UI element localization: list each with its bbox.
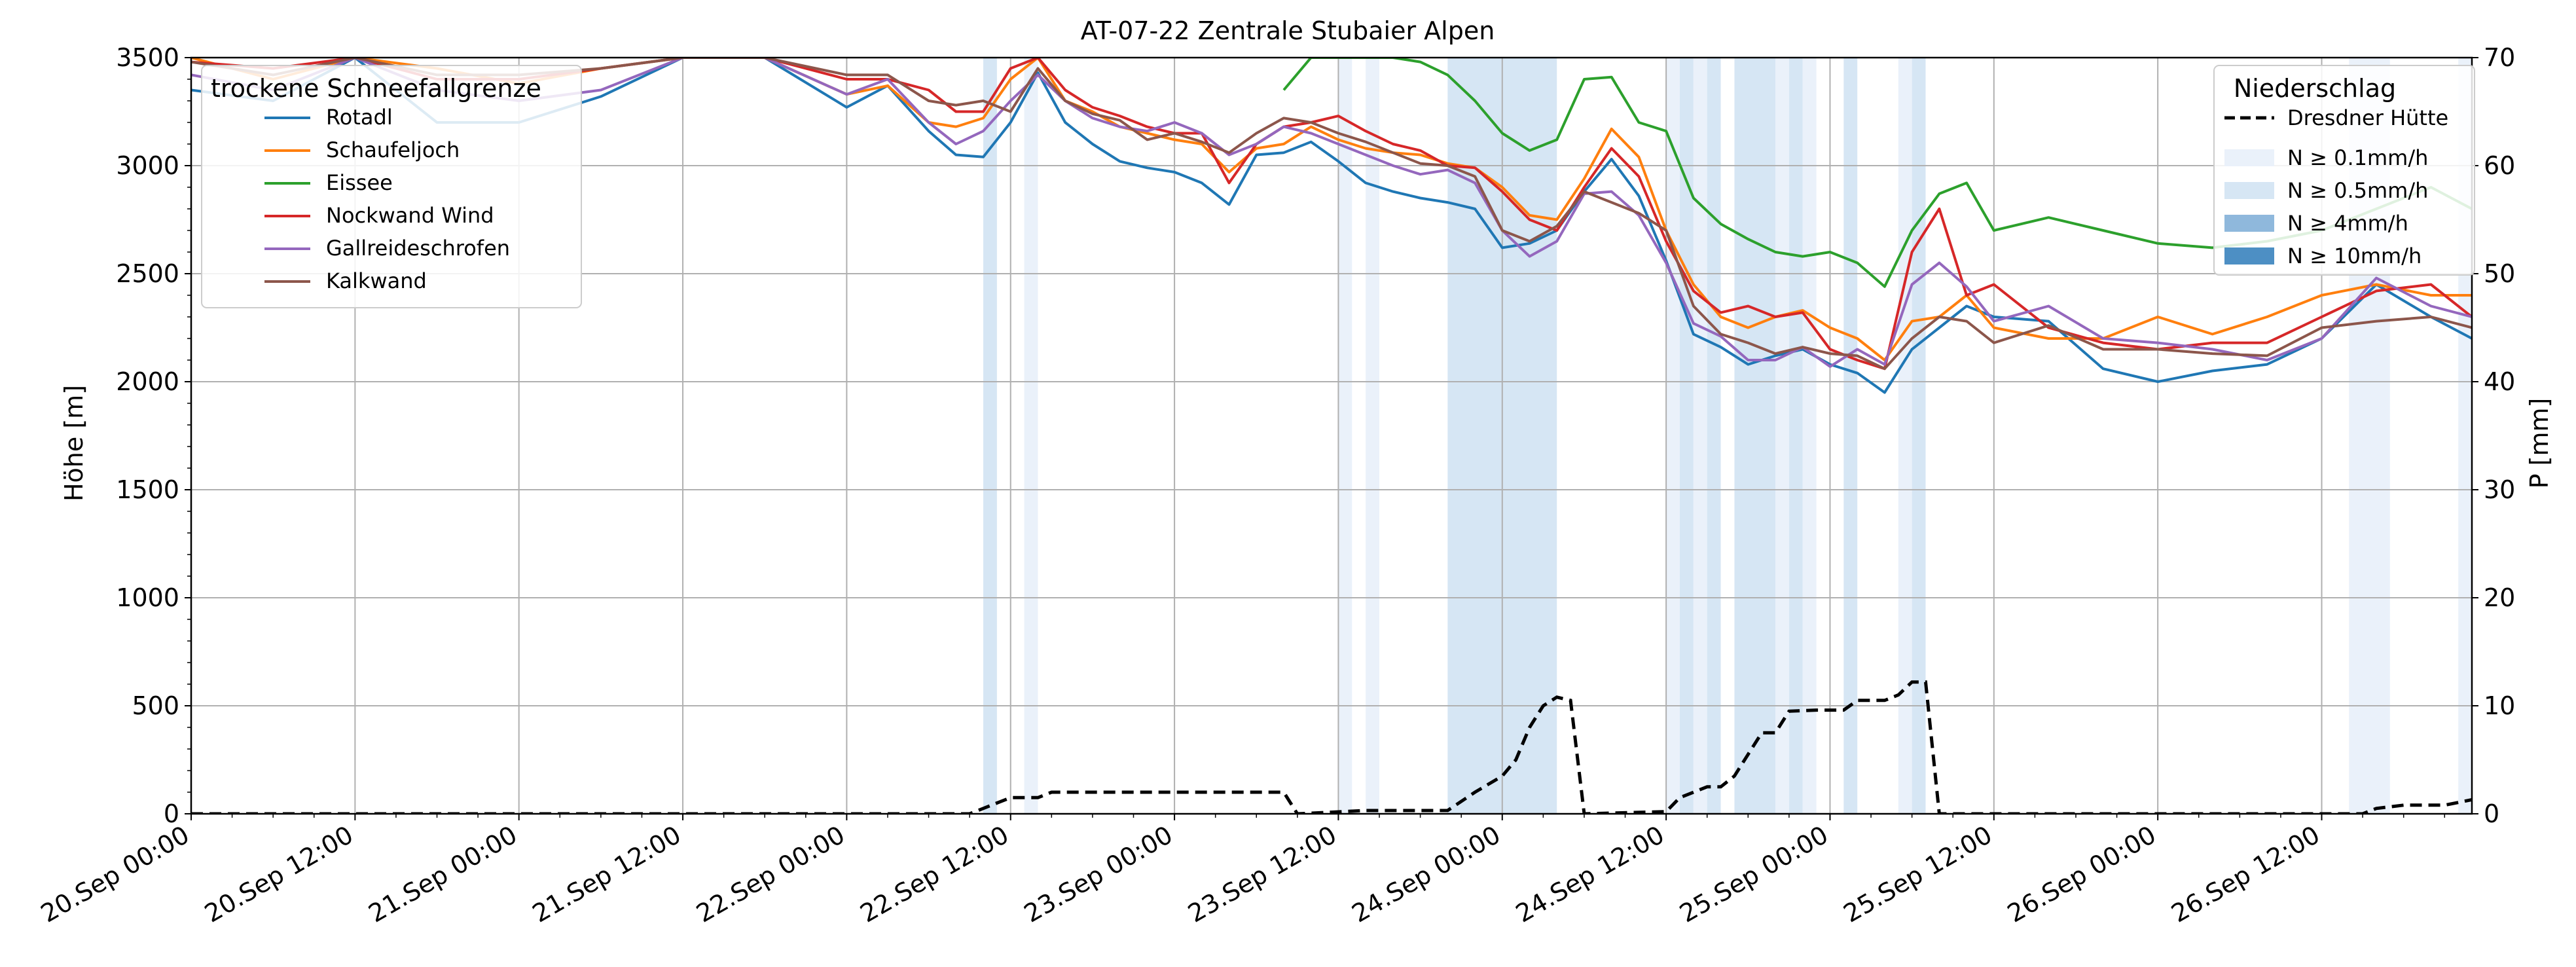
legend-snowfall-entries: Rotadl Schaufeljoch Eissee Nockwand Wind Gal…	[264, 105, 510, 293]
series-line	[1282, 58, 2472, 288]
legend-band-swatch	[2224, 149, 2274, 166]
y2-tick-label: 10	[2484, 691, 2515, 720]
precip-band	[1912, 58, 1926, 814]
y2-tick-label: 60	[2484, 151, 2515, 180]
legend-entry-label: Nockwand Wind	[326, 203, 494, 228]
y2-tick-label: 0	[2484, 799, 2499, 828]
precip-band	[1843, 58, 1858, 814]
precip-band	[1666, 58, 1680, 814]
legend-entry-label: Gallreideschrofen	[326, 236, 510, 261]
y-tick-label: 2000	[116, 367, 179, 396]
precip-band	[1802, 58, 1817, 814]
precip-band	[1898, 58, 1912, 814]
legend-snowfall: trockene Schneefallgrenze Rotadl Schaufel…	[201, 65, 582, 308]
y-tick-label: 3000	[116, 151, 179, 180]
series-line	[191, 58, 2472, 361]
legend-band-swatch	[2224, 215, 2274, 232]
y2-tick-label: 20	[2484, 583, 2515, 612]
precip-band	[1366, 58, 1380, 814]
y-tick-label: 1500	[116, 475, 179, 504]
y2-axis-label: P [mm]	[2525, 398, 2554, 489]
axes-frame	[190, 56, 2473, 815]
legend-entry-label: Kalkwand	[326, 268, 427, 293]
legend-band-swatch	[2224, 182, 2274, 199]
legend-entry-label: Schaufeljoch	[326, 137, 460, 162]
y2-tick-label: 70	[2484, 43, 2515, 72]
y2-tick-label: 30	[2484, 475, 2515, 504]
precip-band	[1693, 58, 1707, 814]
y-tick-label: 1000	[116, 583, 179, 612]
legend-band-label: N ≥ 0.5mm/h	[2287, 178, 2428, 203]
y-tick-label: 0	[164, 799, 179, 828]
chart-title: AT-07-22 Zentrale Stubaier Alpen	[1081, 16, 1495, 45]
legend-band-label: N ≥ 0.1mm/h	[2287, 145, 2428, 170]
precip-band	[983, 58, 997, 814]
legend-band-label: N ≥ 10mm/h	[2287, 244, 2422, 268]
y-tick-label: 500	[132, 691, 179, 720]
series-line	[191, 58, 2472, 394]
y-tick-label: 2500	[116, 259, 179, 288]
precip-band	[1775, 58, 1789, 814]
plot-frame	[190, 56, 2473, 815]
legend-precip-line-label: Dresdner Hütte	[2287, 105, 2448, 130]
precip-band	[1024, 58, 1038, 814]
legend-precip-box	[2213, 65, 2475, 276]
y-tick-label: 3500	[116, 43, 179, 72]
precip-band	[1679, 58, 1694, 814]
legend-band-swatch	[2224, 247, 2274, 265]
precip-band	[1734, 58, 1776, 814]
series-line	[191, 58, 2472, 371]
precip-band	[1707, 58, 1721, 814]
legend-entry-label: Eissee	[326, 170, 393, 195]
y2-tick-label: 40	[2484, 367, 2515, 396]
y-axis-label: Höhe [m]	[60, 385, 88, 502]
legend-band-label: N ≥ 4mm/h	[2287, 211, 2408, 236]
series-lines	[191, 58, 2472, 814]
precip-band	[1338, 58, 1352, 814]
legend-precip: Niederschlag Dresdner Hütte N ≥ 0.1mm/h N …	[2213, 65, 2475, 276]
precip-line	[191, 680, 2472, 814]
y2-tick-label: 50	[2484, 259, 2515, 288]
legend-precip-entries: Dresdner Hütte N ≥ 0.1mm/h N ≥ 0.5mm/h N ≥ …	[2224, 105, 2448, 268]
precip-band	[1788, 58, 1803, 814]
series-line	[191, 58, 2472, 368]
legend-snowfall-box	[201, 65, 582, 308]
legend-entry-label: Rotadl	[326, 105, 393, 130]
legend-precip-title: Niederschlag	[2234, 74, 2396, 103]
legend-snowfall-title: trockene Schneefallgrenze	[211, 74, 541, 103]
